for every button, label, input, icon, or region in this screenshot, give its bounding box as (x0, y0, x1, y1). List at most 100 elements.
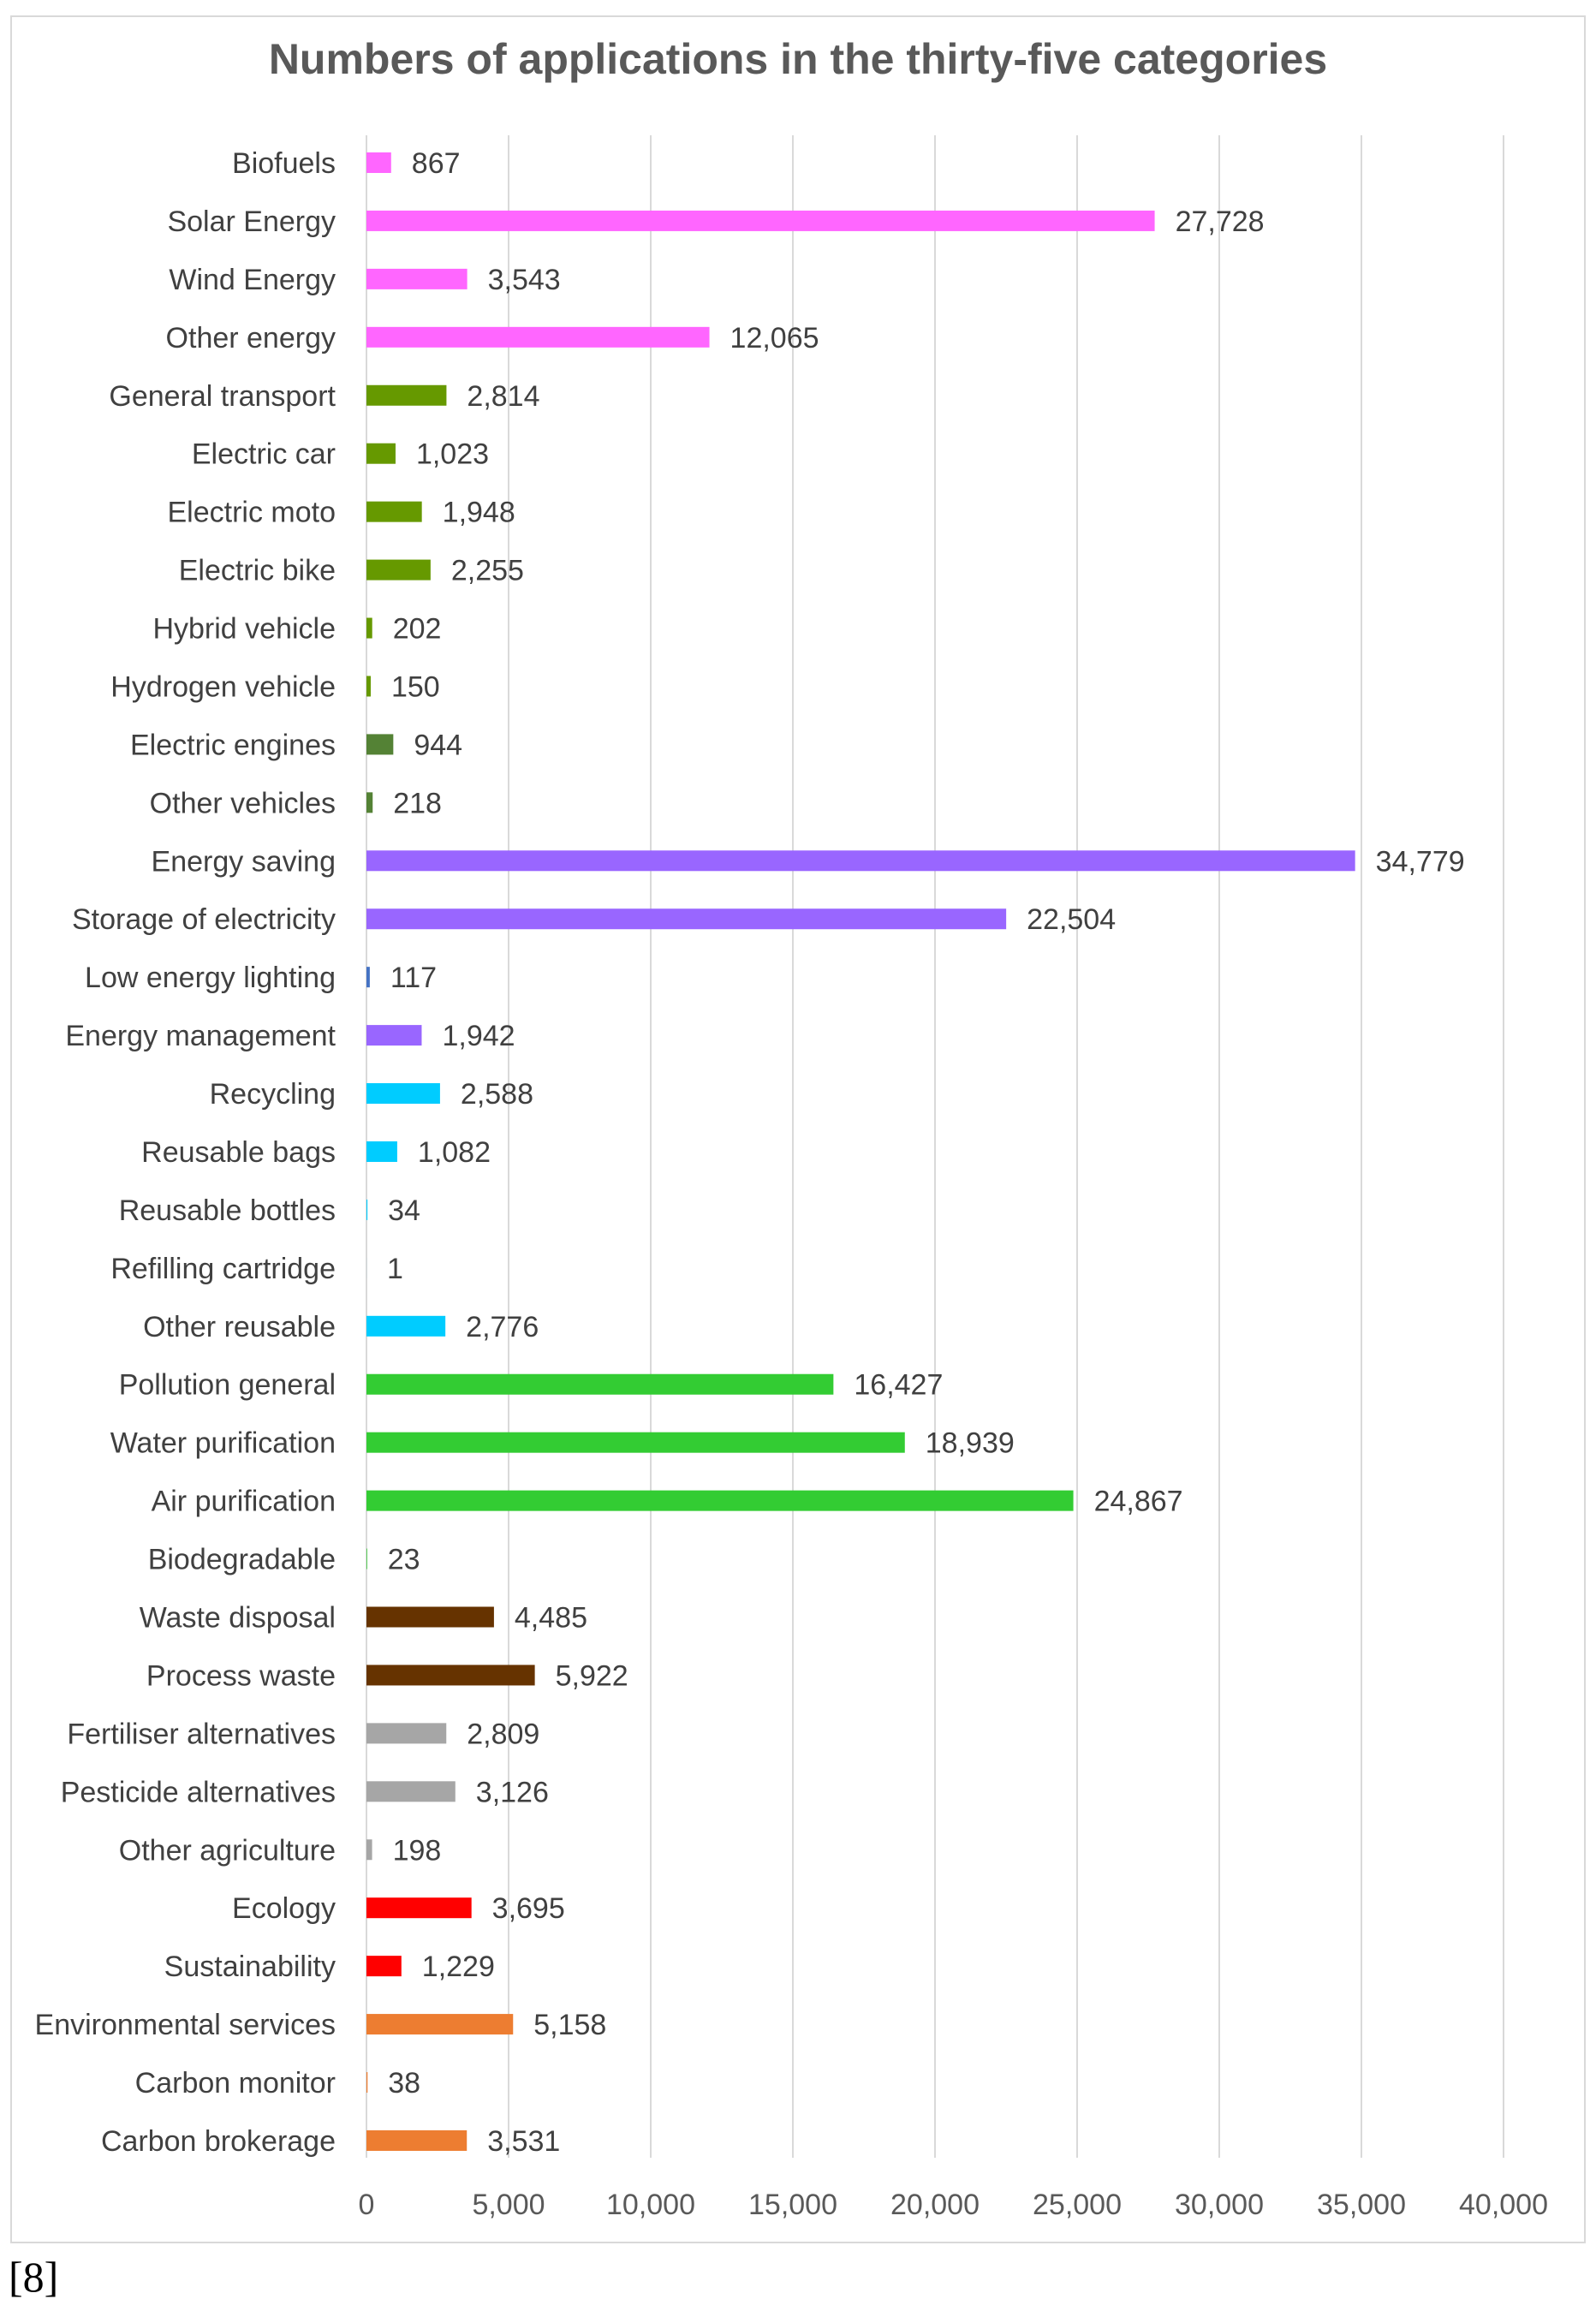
value-label: 3,695 (492, 1892, 565, 1925)
category-label: Recycling (210, 1078, 336, 1111)
bar (366, 559, 431, 581)
category-label: Pollution general (119, 1369, 336, 1402)
bar (366, 384, 447, 406)
bar (366, 2129, 467, 2151)
bar (366, 152, 391, 173)
value-label: 5,158 (533, 2009, 606, 2041)
value-label: 117 (390, 962, 437, 994)
bar (366, 1723, 447, 1744)
bar (366, 1315, 446, 1337)
reference-footnote: [8] (9, 2253, 59, 2301)
value-label: 3,543 (488, 264, 561, 296)
x-tick-label: 15,000 (748, 2189, 837, 2221)
value-label: 1,942 (442, 1020, 515, 1052)
category-label: Fertiliser alternatives (67, 1718, 336, 1750)
category-label: Carbon brokerage (101, 2125, 336, 2158)
bar (366, 1781, 456, 1802)
bar (366, 443, 396, 464)
category-label: Biofuels (232, 147, 336, 180)
value-label: 2,809 (467, 1718, 539, 1750)
bar (366, 617, 372, 639)
value-label: 16,427 (854, 1369, 943, 1402)
value-label: 12,065 (730, 322, 819, 354)
category-label: Waste disposal (140, 1602, 336, 1635)
category-label: Low energy lighting (85, 962, 336, 994)
value-label: 2,814 (467, 380, 539, 413)
x-axis-ticks: 0 5,000 10,000 15,000 20,000 25,000 30,000 35,0… (359, 2189, 1548, 2221)
value-label: 1,082 (418, 1136, 491, 1169)
value-label: 944 (414, 729, 462, 761)
bar (366, 1548, 367, 1569)
bar (366, 268, 467, 289)
value-label: 23 (388, 1544, 420, 1576)
bar (366, 210, 1155, 231)
value-label: 202 (393, 613, 442, 646)
bar (366, 501, 422, 522)
category-label: General transport (109, 380, 336, 413)
category-label: Pesticide alternatives (61, 1776, 336, 1808)
category-label: Reusable bottles (119, 1194, 336, 1227)
x-tick-label: 40,000 (1459, 2189, 1548, 2221)
value-label: 2,588 (461, 1078, 533, 1111)
value-label: 22,504 (1027, 903, 1116, 936)
category-label: Ecology (232, 1892, 336, 1925)
value-label: 218 (393, 787, 442, 819)
bar (366, 908, 1007, 930)
bar (366, 2072, 368, 2094)
bar (366, 1432, 905, 1453)
category-label: Other energy (166, 322, 336, 354)
value-label: 1,229 (422, 1951, 495, 1983)
bar (366, 1141, 397, 1162)
value-label: 38 (388, 2067, 420, 2100)
category-label: Electric car (192, 438, 336, 471)
category-label: Water purification (110, 1427, 336, 1460)
value-label: 2,776 (466, 1311, 539, 1343)
value-label: 5,922 (556, 1659, 628, 1692)
category-label: Air purification (152, 1486, 336, 1518)
value-label: 2,255 (451, 555, 524, 587)
bar (366, 1665, 535, 1686)
category-label: Electric moto (168, 497, 336, 529)
x-tick-label: 35,000 (1317, 2189, 1406, 2221)
category-label: Electric bike (179, 555, 336, 587)
value-label: 150 (391, 670, 440, 703)
bar (366, 792, 373, 813)
bar (366, 1490, 1074, 1511)
category-label: Solar Energy (167, 205, 336, 238)
category-label: Other reusable (143, 1311, 336, 1343)
x-tick-label: 5,000 (472, 2189, 545, 2221)
category-label: Refilling cartridge (110, 1253, 336, 1285)
x-tick-label: 10,000 (606, 2189, 695, 2221)
bar (366, 1083, 440, 1105)
category-label: Other vehicles (150, 787, 336, 819)
chart-title: Numbers of applications in the thirty-fi… (269, 35, 1327, 83)
value-label: 27,728 (1176, 205, 1265, 238)
category-label: Energy management (65, 1020, 336, 1052)
value-label: 4,485 (515, 1602, 587, 1635)
value-labels: 867 27,728 3,543 12,065 2,814 1,023 1,948 2,255… (387, 147, 1465, 2158)
bar (366, 2014, 514, 2035)
x-tick-label: 0 (359, 2189, 375, 2221)
bar (366, 734, 394, 755)
category-label: Reusable bags (141, 1136, 336, 1169)
category-label: Process waste (146, 1659, 336, 1692)
category-label: Storage of electricity (72, 903, 336, 936)
value-label: 24,867 (1094, 1486, 1183, 1518)
bar (366, 326, 710, 348)
gridlines (366, 135, 1504, 2158)
value-label: 1,023 (416, 438, 489, 471)
value-label: 1,948 (443, 497, 515, 529)
category-label: Carbon monitor (135, 2067, 336, 2100)
bar (366, 1373, 834, 1395)
x-tick-label: 20,000 (890, 2189, 980, 2221)
value-label: 18,939 (926, 1427, 1015, 1460)
value-label: 3,126 (476, 1776, 549, 1808)
category-label: Hydrogen vehicle (110, 670, 336, 703)
value-label: 1 (387, 1253, 403, 1285)
category-label: Electric engines (130, 729, 336, 761)
category-labels: Biofuels Solar Energy Wind Energy Other ene… (35, 147, 336, 2158)
bar (366, 967, 370, 988)
bar (366, 1897, 472, 1919)
category-label: Other agriculture (119, 1834, 336, 1867)
